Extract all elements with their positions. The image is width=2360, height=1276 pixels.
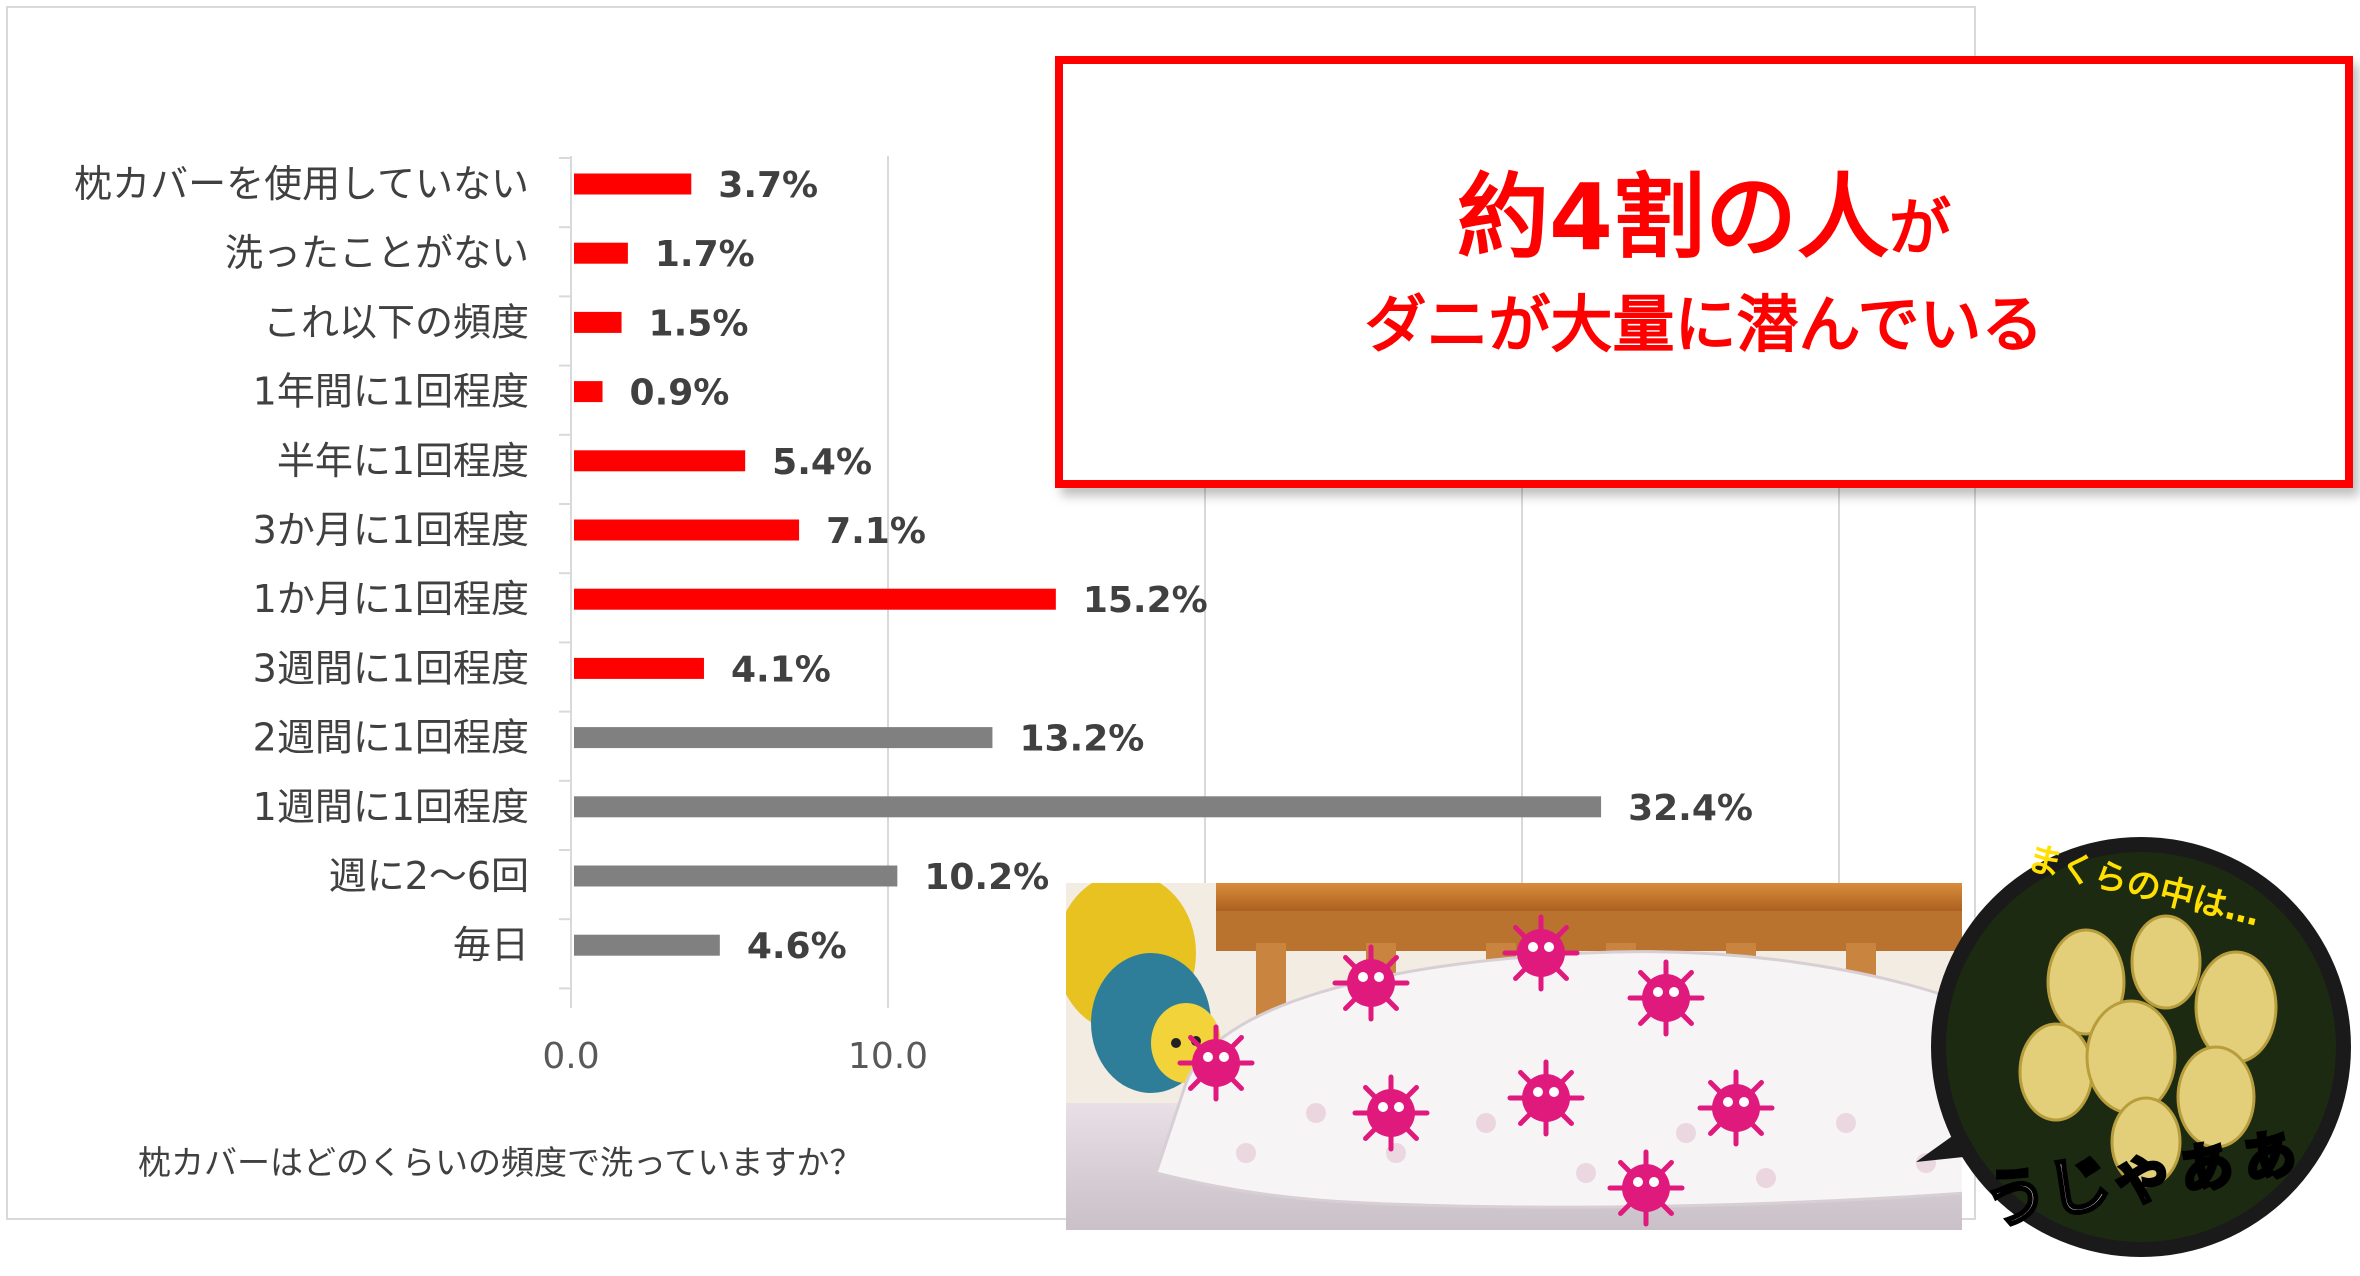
value-label: 10.2% — [924, 857, 1049, 898]
value-label: 1.7% — [655, 234, 755, 275]
category-label: 枕カバーを使用していない — [74, 162, 529, 206]
value-label: 15.2% — [1083, 580, 1208, 621]
callout-main: 約4割の人 — [1456, 164, 1889, 271]
category-label: 3か月に1回程度 — [253, 508, 529, 552]
value-label: 4.1% — [731, 649, 831, 690]
bar — [574, 796, 1602, 818]
mite-icon — [1697, 1069, 1775, 1147]
category-label: 1か月に1回程度 — [253, 577, 529, 621]
bar — [574, 934, 720, 956]
category-label: これ以下の頻度 — [263, 300, 529, 344]
pillow-photo — [1066, 883, 1962, 1230]
category-label: 毎日 — [453, 923, 529, 967]
value-label: 3.7% — [718, 165, 818, 206]
mite-icon — [1177, 1024, 1255, 1102]
callout-subline: ダニが大量に潜んでいる — [1364, 288, 2044, 361]
bar — [574, 381, 603, 403]
pillow-illustration — [1066, 883, 1962, 1230]
bar — [574, 588, 1056, 610]
x-tick-label: 0.0 — [542, 1036, 599, 1077]
mite-icon — [1352, 1074, 1430, 1152]
bar-chart: 枕カバーを使用していない 3.7% 洗ったことがない 1.7% これ以下の頻度 1.5% 1… — [74, 156, 1840, 1077]
value-label: 13.2% — [1019, 719, 1144, 760]
category-label: 週に2～6回 — [329, 854, 529, 898]
mite-icon — [1332, 944, 1410, 1022]
category-label: 3週間に1回程度 — [253, 646, 529, 690]
category-label: 1週間に1回程度 — [253, 785, 529, 829]
bar — [574, 865, 898, 887]
bar — [574, 173, 692, 195]
mite-icon — [1502, 914, 1580, 992]
bar — [574, 657, 704, 679]
bar — [574, 311, 622, 333]
x-tick-label: 10.0 — [848, 1036, 928, 1077]
bar — [574, 727, 993, 749]
value-label: 7.1% — [826, 511, 926, 552]
magnified-lens: まくらの中は… うじゃぁぁ — [1916, 832, 2356, 1272]
category-label: 半年に1回程度 — [277, 439, 529, 483]
category-label: 2週間に1回程度 — [253, 716, 529, 760]
mite-closeup-icon: まくらの中は… うじゃぁぁ — [1916, 837, 2351, 1257]
mite-icon — [1607, 1149, 1685, 1227]
value-label: 5.4% — [772, 442, 872, 483]
mite-icon — [1627, 959, 1705, 1037]
value-label: 4.6% — [747, 926, 847, 967]
bar — [574, 519, 800, 541]
chart-caption: 枕カバーはどのくらいの頻度で洗っていますか？ — [138, 1143, 863, 1182]
category-label: 洗ったことがない — [225, 231, 529, 275]
bar — [574, 450, 746, 472]
value-label: 1.5% — [649, 303, 749, 344]
plush-toy-icon — [1066, 883, 1221, 1093]
mite-icon — [1507, 1059, 1585, 1137]
callout-box: 約4割の人が ダニが大量に潜んでいる — [1055, 56, 2353, 488]
value-label: 0.9% — [630, 373, 730, 414]
callout-headline: 約4割の人が — [1063, 172, 2345, 264]
bar — [574, 242, 628, 264]
value-label: 32.4% — [1628, 788, 1753, 829]
callout-suffix: が — [1889, 191, 1952, 264]
category-label: 1年間に1回程度 — [253, 370, 529, 414]
